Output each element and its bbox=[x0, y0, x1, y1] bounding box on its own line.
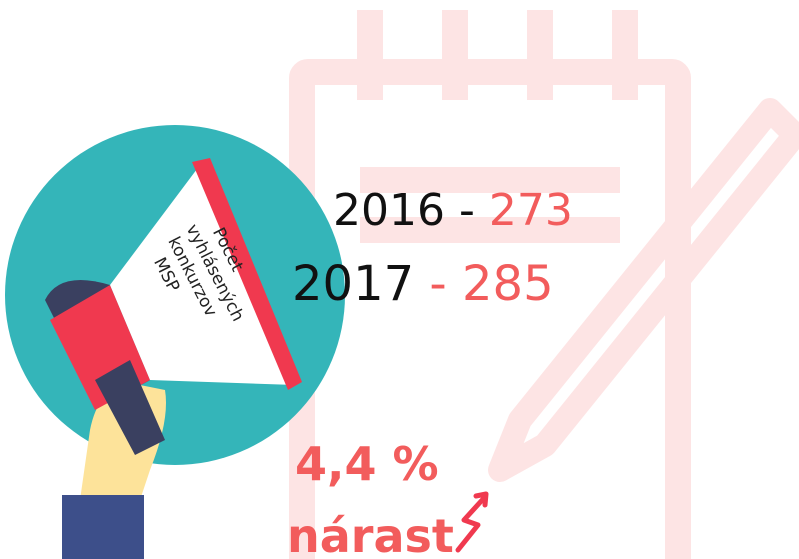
stat-line: 2017 - 285 bbox=[292, 256, 554, 312]
stat-separator: - bbox=[429, 256, 446, 312]
stat-value: 273 bbox=[489, 185, 573, 236]
growth-label: nárast bbox=[287, 509, 454, 559]
growth-arrow-icon bbox=[458, 494, 486, 550]
stat-year: 2017 bbox=[292, 256, 414, 312]
stat-value: 285 bbox=[462, 256, 554, 312]
growth-value: 4,4 % bbox=[295, 437, 439, 491]
page: {"megaphone": {"label_lines": ["Počet", … bbox=[0, 0, 799, 559]
stat-separator: - bbox=[459, 185, 475, 236]
stat-line: 2016 - 273 bbox=[333, 185, 573, 236]
infographic: Počet vyhlásených konkurzov MSP 2016 - 2… bbox=[0, 0, 799, 559]
stat-year: 2016 bbox=[333, 185, 445, 236]
